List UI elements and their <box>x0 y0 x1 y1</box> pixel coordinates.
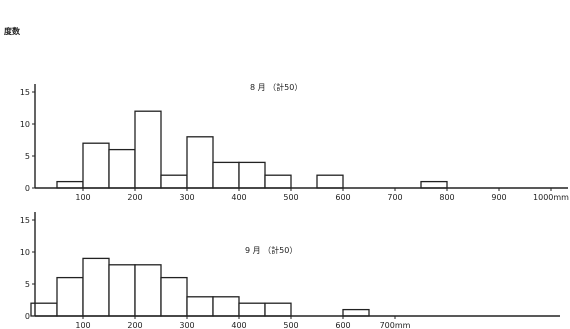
histogram-bar-aug-9 <box>316 174 344 189</box>
chart-title-aug: 8 月 （計50） <box>250 82 302 92</box>
y-tick-label-aug-0: 0 <box>25 184 30 193</box>
y-tick-label-aug-2: 10 <box>20 120 30 129</box>
y-tick-label-aug-1: 5 <box>25 152 30 161</box>
y-axis-label: 度数 <box>4 26 21 36</box>
x-tick-label-aug-3: 400 <box>231 193 246 202</box>
histogram-bar-aug-7 <box>238 161 266 189</box>
histogram-bar-aug-4 <box>160 174 188 189</box>
y-tick-label-sep-3: 15 <box>20 216 30 225</box>
x-tick-label-aug-1: 200 <box>127 193 142 202</box>
histogram-bar-sep-3 <box>108 264 136 317</box>
x-tick-label-sep-2: 300 <box>179 321 194 329</box>
x-tick-label-aug-0: 100 <box>75 193 90 202</box>
x-tick-label-sep-0: 100 <box>75 321 90 329</box>
x-tick-label-aug-5: 600 <box>335 193 350 202</box>
histogram-bar-sep-4 <box>134 264 162 317</box>
histogram-bar-sep-7 <box>212 296 240 317</box>
histogram-panel-aug: 8 月 （計50） 0 5 10 15 100 200 300 400 500 600 700 800 9… <box>20 82 569 202</box>
y-tick-label-sep-0: 0 <box>25 312 30 321</box>
x-tick-label-sep-1: 200 <box>127 321 142 329</box>
x-tick-label-aug-9: 1000mm <box>533 193 569 202</box>
histogram-bar-sep-6 <box>186 296 214 317</box>
x-tick-label-aug-8: 900 <box>491 193 506 202</box>
chart-title-sep: 9 月 （計50） <box>245 245 297 255</box>
x-tick-label-aug-6: 700 <box>387 193 402 202</box>
x-tick-label-aug-7: 800 <box>439 193 454 202</box>
histogram-bar-aug-0 <box>56 180 84 189</box>
x-tick-label-aug-4: 500 <box>283 193 298 202</box>
histogram-bar-sep-1 <box>56 276 84 317</box>
histogram-bar-sep-9 <box>264 302 292 317</box>
x-tick-label-aug-2: 300 <box>179 193 194 202</box>
y-tick-label-aug-3: 15 <box>20 88 30 97</box>
histogram-panel-sep: 9 月 （計50） 0 5 10 15 100 200 300 400 500 600 700mm <box>20 212 560 329</box>
histogram-bar-aug-1 <box>82 142 110 189</box>
histogram-bar-sep-5 <box>160 276 188 317</box>
x-tick-label-sep-5: 600 <box>335 321 350 329</box>
histogram-bar-sep-2 <box>82 257 110 317</box>
x-tick-label-sep-3: 400 <box>231 321 246 329</box>
histogram-bar-aug-8 <box>264 174 292 189</box>
y-tick-label-sep-2: 10 <box>20 248 30 257</box>
x-tick-label-sep-6: 700mm <box>380 321 411 329</box>
histogram-bar-aug-3 <box>134 110 162 189</box>
histogram-bar-aug-5 <box>186 136 214 189</box>
histogram-bar-aug-2 <box>108 148 136 189</box>
histogram-bar-aug-10 <box>420 180 448 189</box>
x-tick-label-sep-4: 500 <box>283 321 298 329</box>
histogram-bar-sep-10 <box>342 308 370 317</box>
histogram-bar-sep-8 <box>238 302 266 317</box>
histogram-bar-aug-6 <box>212 161 240 189</box>
y-tick-label-sep-1: 5 <box>25 280 30 289</box>
